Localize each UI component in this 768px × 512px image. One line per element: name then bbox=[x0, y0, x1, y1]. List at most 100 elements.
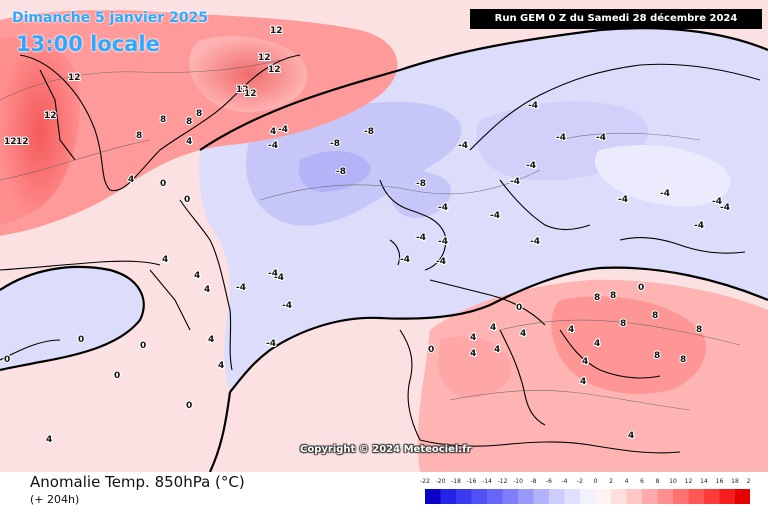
contour-label-sw-11: 0 bbox=[428, 345, 434, 355]
legend-swatch bbox=[471, 489, 487, 504]
legend-tick-label: -8 bbox=[531, 478, 537, 485]
contour-label-med-8: 8 bbox=[620, 319, 626, 329]
contour-label-med-2: 4 bbox=[470, 349, 476, 359]
model-run-info: Run GEM 0 Z du Samedi 28 décembre 2024 bbox=[470, 9, 762, 29]
legend-swatch bbox=[657, 489, 673, 504]
legend-tick-label: -10 bbox=[513, 478, 523, 485]
legend-swatch bbox=[688, 489, 704, 504]
contour-label-med-18: 0 bbox=[638, 283, 644, 293]
contour-label-eu-5: -4 bbox=[712, 197, 722, 207]
legend-tick-label: 10 bbox=[669, 478, 677, 485]
legend-swatch bbox=[549, 489, 565, 504]
legend-tick-label: 12 bbox=[685, 478, 693, 485]
contour-label-med-10: 8 bbox=[654, 351, 660, 361]
contour-label-uk-6: -4 bbox=[436, 257, 446, 267]
legend-swatch bbox=[533, 489, 549, 504]
legend-swatch bbox=[704, 489, 720, 504]
contour-label-med-6: 8 bbox=[594, 293, 600, 303]
legend-tick-label: 18 bbox=[731, 478, 739, 485]
contour-label-greenland-11: 8 bbox=[136, 131, 142, 141]
contour-label-eu-6: -4 bbox=[720, 203, 730, 213]
legend-swatch bbox=[487, 489, 503, 504]
forecast-local-time: 13:00 locale bbox=[16, 32, 160, 56]
contour-label-atl-4: -8 bbox=[364, 127, 374, 137]
legend-tick-label: 20 bbox=[747, 478, 750, 485]
contour-label-sw-7: 4 bbox=[208, 335, 214, 345]
legend-swatch bbox=[611, 489, 627, 504]
legend-tick-label: -12 bbox=[498, 478, 508, 485]
contour-label-greenland-14: 4 bbox=[128, 175, 134, 185]
contour-label-med-3: 4 bbox=[494, 345, 500, 355]
contour-label-med-7: 8 bbox=[610, 291, 616, 301]
contour-label-uk-3: -4 bbox=[416, 233, 426, 243]
contour-label-eu-2: -4 bbox=[596, 133, 606, 143]
cold-zone-core bbox=[298, 150, 371, 193]
legend-tick-label: -16 bbox=[467, 478, 477, 485]
legend-tick-label: 8 bbox=[656, 478, 660, 485]
legend-tick-label: 0 bbox=[594, 478, 598, 485]
contour-label-greenland-9: 8 bbox=[186, 117, 192, 127]
contour-label-med-19: 0 bbox=[516, 303, 522, 313]
contour-label-eu-3: -4 bbox=[618, 195, 628, 205]
contour-label-uk-4: -4 bbox=[438, 237, 448, 247]
contour-label-greenland-1: 12 bbox=[270, 26, 283, 36]
contour-label-greenland-10: 8 bbox=[196, 109, 202, 119]
contour-label-greenland-13: 4 bbox=[270, 127, 276, 137]
contour-label-greenland-16: 0 bbox=[184, 195, 190, 205]
legend-tick-label: 4 bbox=[625, 478, 629, 485]
contour-label-sw-9: 4 bbox=[46, 435, 52, 445]
forecast-date: Dimanche 5 janvier 2025 bbox=[12, 10, 209, 26]
legend-tick-label: 2 bbox=[609, 478, 613, 485]
contour-label-med-16: 4 bbox=[580, 377, 586, 387]
contour-label-greenland-15: 0 bbox=[160, 179, 166, 189]
contour-label-sw-4: 0 bbox=[78, 335, 84, 345]
contour-label-med-15: 4 bbox=[582, 357, 588, 367]
contour-label-med-17: 4 bbox=[628, 431, 634, 441]
contour-label-greenland-2: 12 bbox=[258, 53, 271, 63]
cold-zone-north-sea bbox=[389, 171, 451, 219]
legend-tick-label: 6 bbox=[640, 478, 644, 485]
contour-label-eu-1: -4 bbox=[556, 133, 566, 143]
contour-label-med-11: 8 bbox=[680, 355, 686, 365]
forecast-lead-time: (+ 204h) bbox=[30, 493, 80, 506]
contour-label-med-9: 8 bbox=[652, 311, 658, 321]
contour-label-left-2: 12 bbox=[16, 137, 29, 147]
cold-zone-east bbox=[594, 145, 731, 207]
contour-label-sw-5: 0 bbox=[114, 371, 120, 381]
contour-label-greenland-4: 12 bbox=[236, 85, 249, 95]
contour-label-med-1: 4 bbox=[470, 333, 476, 343]
legend-tick-label: -4 bbox=[562, 478, 568, 485]
contour-label-atl-5: -8 bbox=[330, 139, 340, 149]
contour-label-atl-12: -4 bbox=[236, 283, 246, 293]
coastlines bbox=[0, 54, 761, 454]
contour-label-med-5: 4 bbox=[520, 329, 526, 339]
legend-tick-label: 16 bbox=[716, 478, 724, 485]
contour-label-uk-1: -8 bbox=[416, 179, 426, 189]
legend-swatch bbox=[425, 489, 441, 504]
contour-label-atl-9: -4 bbox=[274, 273, 284, 283]
contour-label-med-4: 4 bbox=[490, 323, 496, 333]
legend-tick-label: 14 bbox=[700, 478, 708, 485]
warm-zone-greenland-core bbox=[0, 36, 80, 225]
legend-tick-label: -2 bbox=[577, 478, 583, 485]
contour-label-sw-10: 0 bbox=[186, 401, 192, 411]
map-footer: Anomalie Temp. 850hPa (°C) (+ 204h) -2 2 -… bbox=[0, 472, 768, 512]
contour-label-med-12: 8 bbox=[696, 325, 702, 335]
legend-swatch bbox=[719, 489, 735, 504]
legend-tick-label: -18 bbox=[451, 478, 461, 485]
contour-label-left-1: 12 bbox=[4, 137, 17, 147]
warm-zone-greenland-east bbox=[189, 36, 308, 113]
legend-tick-label: -14 bbox=[482, 478, 492, 485]
contour-label-atl-6: -8 bbox=[336, 167, 346, 177]
contour-label-greenland-5: 12 bbox=[244, 89, 257, 99]
variable-title: Anomalie Temp. 850hPa (°C) bbox=[30, 473, 245, 491]
contour-label-sw-3: 4 bbox=[162, 255, 168, 265]
warm-zone-italy bbox=[438, 336, 511, 399]
legend-tick-labels: -22 -20 -18 -16 -14 -12 -10 -8 -6 -4 -2 0 2 4 6 8 10 12 14… bbox=[420, 478, 750, 485]
contour-label-greenland-6: 12 bbox=[68, 73, 81, 83]
legend-swatch bbox=[564, 489, 580, 504]
legend-swatch bbox=[580, 489, 596, 504]
contour-label-sw-8: 4 bbox=[218, 361, 224, 371]
